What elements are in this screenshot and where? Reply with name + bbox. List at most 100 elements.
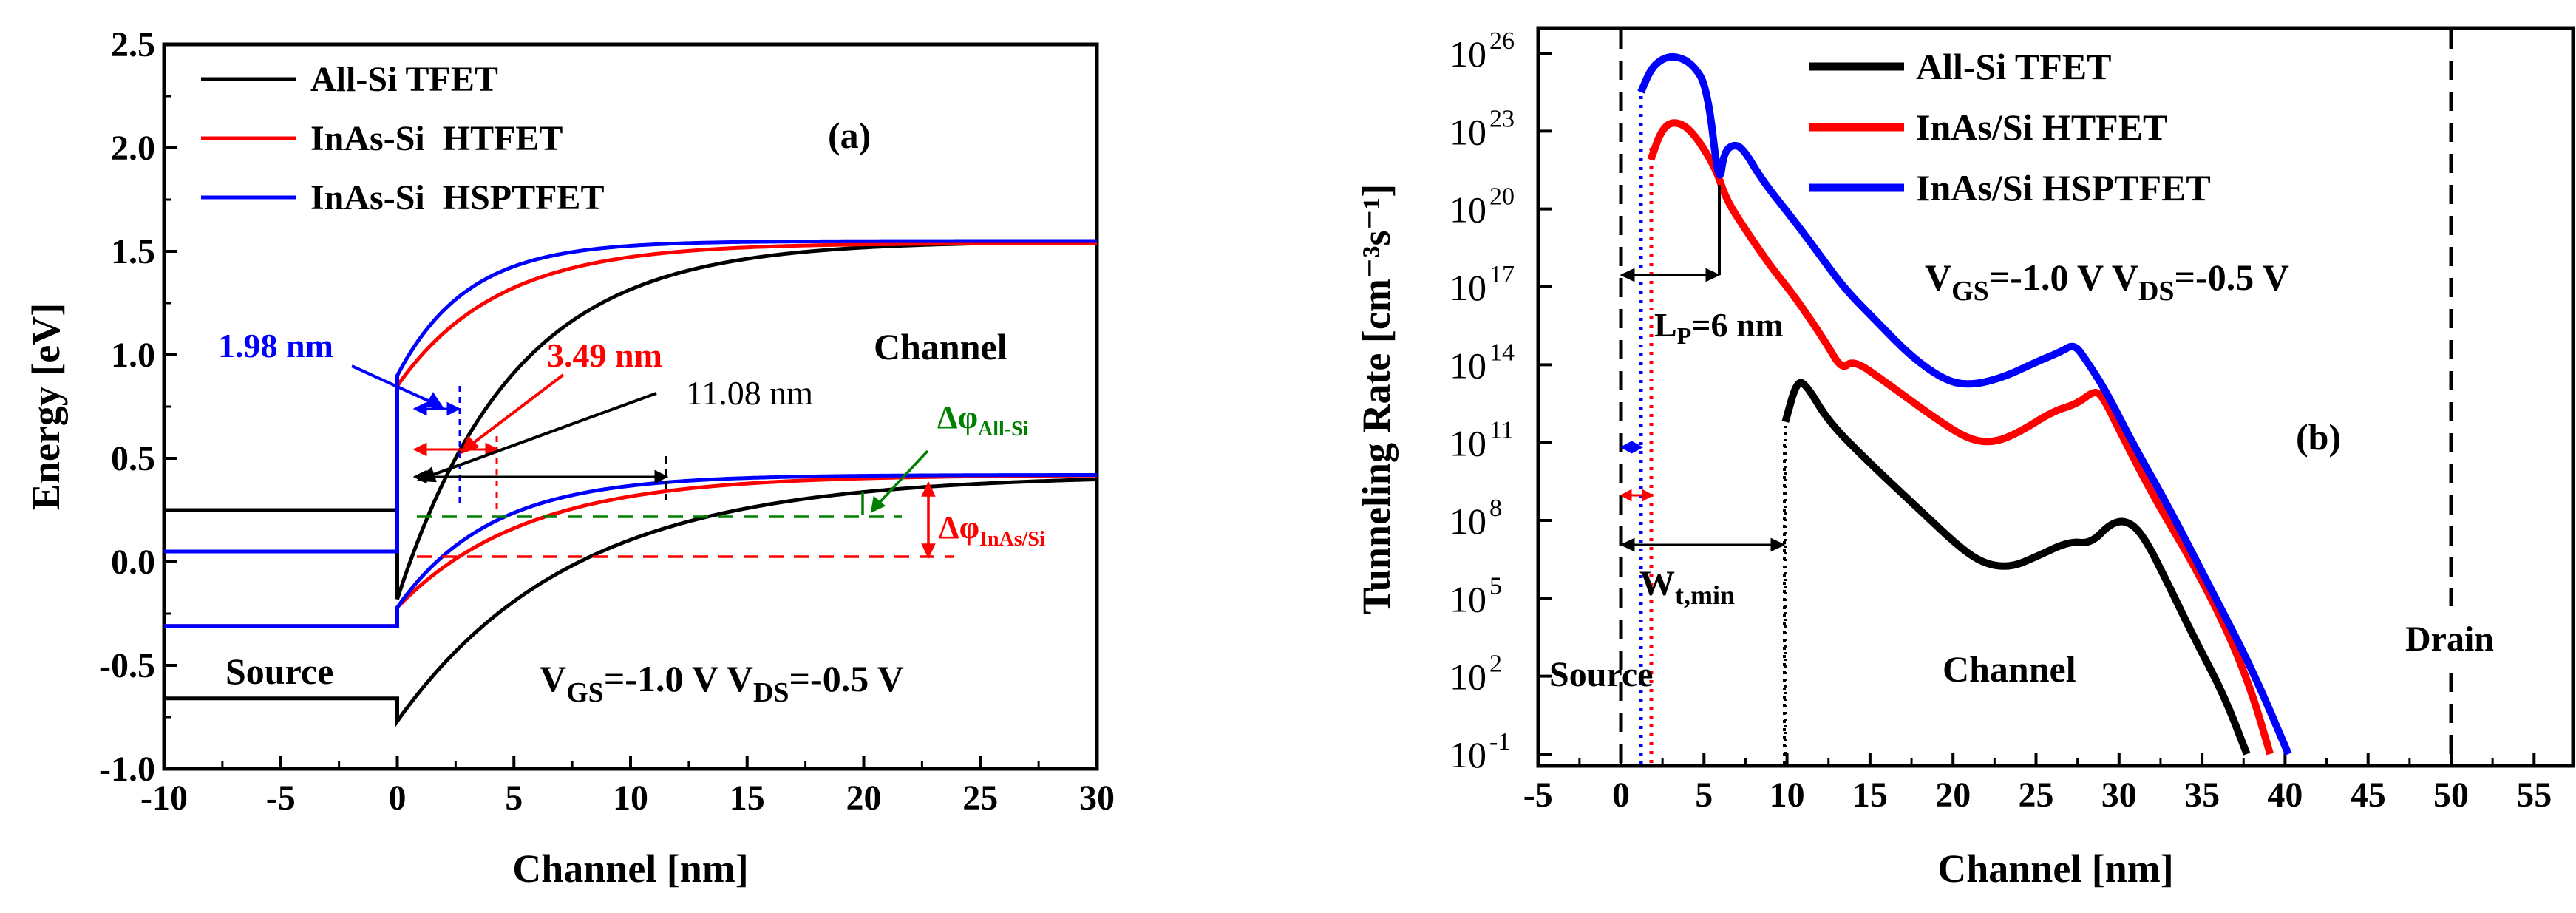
y-tick-exp-b: -1 [1489,728,1510,756]
dphi-inas-arrow [921,481,936,560]
x-tick-label-b: -5 [1523,775,1553,815]
plot-frame-b [1536,26,2575,768]
callout-1.98-arrow [351,364,446,410]
label-lp: LP=6 nm [1654,306,1784,349]
x-tick-label-b: 40 [2267,775,2303,815]
w-hsptfet-arrow [412,401,461,416]
label-source-a: Source [225,651,333,692]
y-tick-label-b: 10 [1450,656,1486,698]
label-dphi-allsi: ΔφAll-Si [937,399,1029,441]
panel-label-b: (b) [2296,416,2341,458]
curve-allsi-b [1781,379,2251,756]
y-tick-label-a: 0.5 [111,439,155,478]
legend-label-hsptfet-b: InAs/Si HSPTFET [1916,167,2211,208]
annotations-b-lines [1619,30,2453,764]
label-bias-b: VGS=-1.0 V VDS=-0.5 V [1925,257,2289,307]
y-tick-label-b: 10 [1450,33,1486,75]
y-axis-label-a: Energy [eV] [24,303,68,510]
y-tick-label-b: 10 [1450,189,1486,231]
x-tick-label-a: 30 [1079,778,1115,818]
y-tick-label-b: 10 [1450,111,1486,152]
y-tick-exp-b: 26 [1489,27,1515,55]
wt-min-arrow [1620,537,1786,552]
x-tick-label-a: 5 [505,778,523,818]
label-bias-a: VGS=-1.0 V VDS=-0.5 V [540,658,904,708]
y-tick-label-b: 10 [1450,267,1486,308]
y-tick-label-a: -0.5 [99,646,155,685]
x-tick-label-a: 0 [389,778,407,818]
x-tick-label-b: 15 [1852,775,1888,815]
annotations-b: LP=6 nm Wt,min Source Channel Drain (b) … [1549,185,2494,694]
legend-label-allsi-b: All-Si TFET [1916,46,2111,87]
x-tick-label-a: -10 [140,778,188,818]
axis-ticks-a: -10 -5 0 5 10 15 20 25 30 -1.0 -0.5 0.0 0.5 1.0 1.5 2.0… [99,25,1115,818]
y-tick-exp-b: 14 [1489,339,1515,366]
x-tick-label-b: 30 [2101,775,2137,815]
legend-label-allsi-a: All-Si TFET [310,60,498,99]
curve-hsptfet-b [1637,52,2292,756]
label-dphi-inas: ΔφInAs/Si [939,509,1045,551]
x-tick-label-b: 5 [1695,775,1713,815]
y-tick-exp-b: 23 [1489,105,1515,132]
y-tick-exp-b: 2 [1489,651,1502,678]
y-tick-label-b: 10 [1450,734,1486,775]
w-htfet-arrow [412,442,500,457]
legend-label-htfet-b: InAs/Si HTFET [1916,106,2167,148]
label-channel-a: Channel [874,326,1007,367]
wt-min-arrow-htfet [1620,489,1654,502]
y-axis-label-b: Tunneling Rate [cm⁻³s⁻¹] [1354,184,1399,614]
x-tick-label-a: 10 [613,778,648,818]
label-3.49nm: 3.49 nm [547,336,662,374]
y-tick-label-a: 1.5 [111,232,155,271]
y-tick-exp-b: 20 [1489,183,1515,211]
x-tick-label-b: 50 [2433,775,2469,815]
x-tick-label-a: 25 [962,778,998,818]
x-tick-label-b: 20 [1935,775,1971,815]
y-tick-exp-b: 5 [1489,572,1502,600]
label-drain: Drain [2405,620,2494,659]
curve-htfet-upper [164,241,1097,554]
legend-label-htfet-a: InAs-Si HTFET [310,119,563,158]
y-tick-label-b: 10 [1450,500,1486,542]
x-tick-label-a: -5 [266,778,296,818]
x-axis-label-a: Channel [nm] [512,846,749,891]
y-tick-exp-b: 8 [1489,495,1502,522]
y-tick-label-a: 2.0 [111,129,155,168]
wt-min-arrow-hsptfet [1620,441,1644,454]
chart-panel-a: -10 -5 0 5 10 15 20 25 30 -1.0 -0.5 0.0 0.5 1.0 1.5 2.0… [24,25,1115,891]
label-source-b: Source [1549,655,1653,694]
legend-a: All-Si TFET InAs-Si HTFET InAs-Si HSPTFE… [201,60,604,217]
curve-hsptfet-lower [164,473,1097,628]
label-1.98nm: 1.98 nm [218,327,333,364]
y-tick-label-a: 2.5 [111,25,155,64]
y-tick-label-a: 1.0 [111,336,155,375]
legend-b: All-Si TFET InAs/Si HTFET InAs/Si HSPTFE… [1809,46,2211,208]
callout-11.08-arrow [416,392,657,483]
y-tick-exp-b: 17 [1489,261,1515,288]
panel-label-a: (a) [828,115,871,156]
x-tick-label-a: 15 [730,778,765,818]
y-tick-label-b: 10 [1450,578,1486,620]
y-tick-exp-b: 11 [1489,417,1514,444]
label-channel-b: Channel [1943,648,2076,690]
label-11.08nm: 11.08 nm [686,374,813,412]
x-tick-label-a: 20 [846,778,882,818]
curve-hsptfet-upper [164,239,1097,554]
x-tick-label-b: 55 [2516,775,2552,815]
dphi-allsi-arrow [861,449,929,515]
label-wt-min: Wt,min [1639,564,1735,610]
x-tick-label-b: 35 [2184,775,2220,815]
y-tick-label-a: -1.0 [99,750,155,789]
x-axis-label-b: Channel [nm] [1937,846,2174,891]
x-tick-label-b: 10 [1770,775,1805,815]
y-tick-label-a: 0.0 [111,543,155,582]
x-tick-label-b: 0 [1612,775,1630,815]
curves-a [164,239,1097,727]
x-tick-label-b: 25 [2019,775,2054,815]
lp-arrow [1620,185,1721,282]
annotations-a: 1.98 nm 3.49 nm 11.08 nm Channel Source … [218,115,1045,708]
y-tick-label-b: 10 [1450,345,1486,386]
